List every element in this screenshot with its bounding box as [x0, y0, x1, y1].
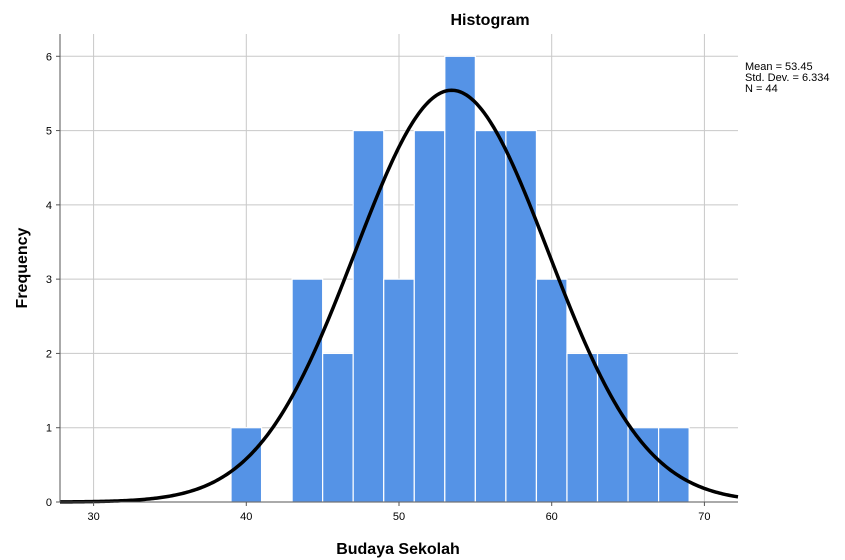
grid-lines: [60, 34, 738, 502]
chart-title: Histogram: [450, 12, 529, 29]
stats-box: Mean = 53.45 Std. Dev. = 6.334 N = 44: [745, 61, 830, 95]
histogram-bar: [444, 55, 476, 503]
y-tick-label: 0: [46, 497, 52, 509]
histogram-bar: [535, 278, 568, 503]
x-tick-label: 50: [393, 511, 405, 523]
y-tick-label: 6: [46, 51, 52, 63]
histogram-bar: [230, 427, 263, 503]
y-axis-label: Frequency: [14, 227, 31, 308]
bars: [230, 55, 690, 503]
plot-area: 0 1 2 3 4 5 6 30 40 50 60 70: [46, 34, 739, 523]
x-tick-label: 30: [87, 511, 99, 523]
stats-n: N = 44: [745, 83, 778, 95]
y-tick-label: 5: [46, 126, 52, 138]
x-ticks: 30 40 50 60 70: [87, 502, 711, 523]
histogram-bar: [383, 278, 415, 503]
histogram-bar: [352, 129, 385, 503]
y-tick-label: 1: [46, 423, 52, 435]
stats-mean: Mean = 53.45: [745, 61, 813, 73]
stats-std-dev: Std. Dev. = 6.334: [745, 72, 830, 84]
x-tick-label: 40: [240, 511, 252, 523]
y-ticks: 0 1 2 3 4 5 6: [46, 51, 60, 509]
y-tick-label: 3: [46, 274, 52, 286]
normal-curve: [59, 88, 739, 504]
histogram-bar: [566, 352, 599, 503]
histogram-bar: [474, 129, 507, 503]
x-tick-label: 60: [546, 511, 558, 523]
histogram-bar: [627, 427, 660, 503]
histogram-bar: [322, 352, 354, 503]
x-axis-label: Budaya Sekolah: [336, 541, 460, 558]
histogram-bar: [413, 129, 446, 503]
x-tick-label: 70: [698, 511, 710, 523]
y-tick-label: 4: [46, 200, 52, 212]
y-tick-label: 2: [46, 348, 52, 360]
